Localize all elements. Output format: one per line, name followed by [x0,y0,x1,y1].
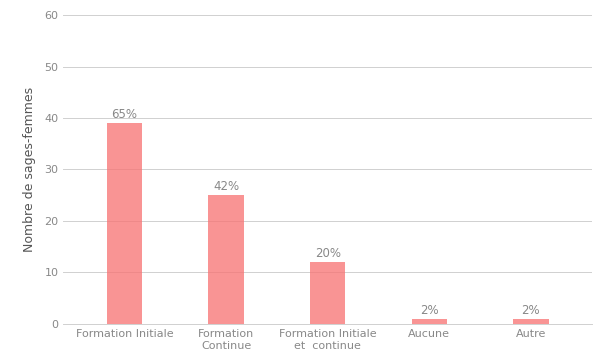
Bar [513,319,549,324]
Bar [310,262,346,324]
Text: 42%: 42% [213,180,239,193]
Bar [411,319,447,324]
Text: 20%: 20% [315,247,341,260]
Text: 2%: 2% [522,303,540,316]
Y-axis label: Nombre de sages-femmes: Nombre de sages-femmes [23,87,36,252]
Text: 65%: 65% [112,108,137,121]
Bar [107,123,142,324]
Text: 2%: 2% [420,303,438,316]
Bar [208,195,244,324]
